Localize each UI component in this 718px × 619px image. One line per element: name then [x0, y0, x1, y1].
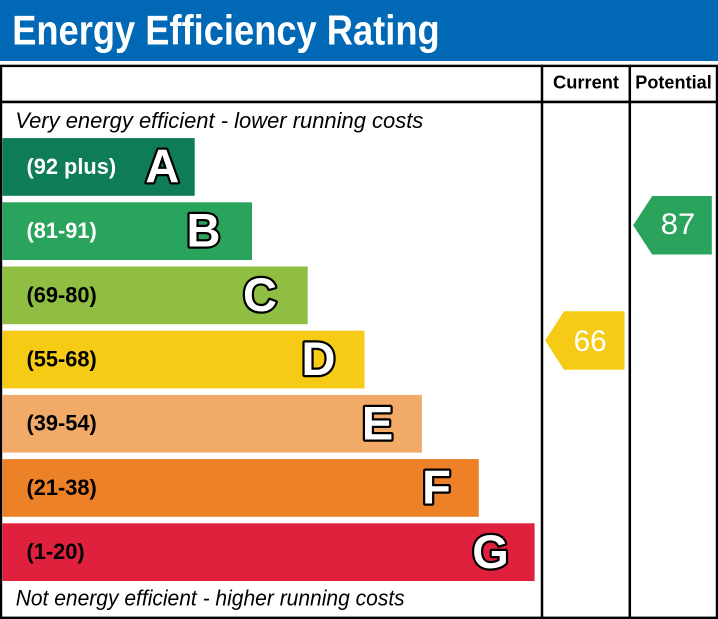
svg-text:(1-20): (1-20) — [27, 539, 85, 564]
svg-text:(39-54): (39-54) — [27, 411, 97, 436]
svg-text:(92 plus): (92 plus) — [27, 154, 117, 179]
svg-text:B: B — [187, 203, 221, 256]
svg-text:Very energy efficient - lower: Very energy efficient - lower running co… — [15, 108, 423, 133]
svg-text:Energy Efficiency Rating: Energy Efficiency Rating — [12, 7, 440, 54]
svg-text:87: 87 — [661, 208, 696, 241]
svg-text:66: 66 — [574, 325, 607, 358]
svg-text:(69-80): (69-80) — [27, 282, 97, 307]
svg-text:Not energy efficient - higher: Not energy efficient - higher running co… — [16, 586, 405, 611]
svg-text:G: G — [472, 525, 509, 578]
svg-text:Current: Current — [553, 73, 619, 93]
svg-text:F: F — [422, 461, 451, 514]
svg-text:C: C — [243, 268, 277, 321]
svg-text:D: D — [302, 332, 336, 385]
svg-text:E: E — [362, 396, 393, 449]
svg-text:Potential: Potential — [635, 73, 712, 93]
svg-text:(55-68): (55-68) — [27, 346, 97, 371]
svg-text:(81-91): (81-91) — [27, 218, 97, 243]
svg-text:(21-38): (21-38) — [27, 475, 97, 500]
svg-text:A: A — [145, 139, 179, 192]
